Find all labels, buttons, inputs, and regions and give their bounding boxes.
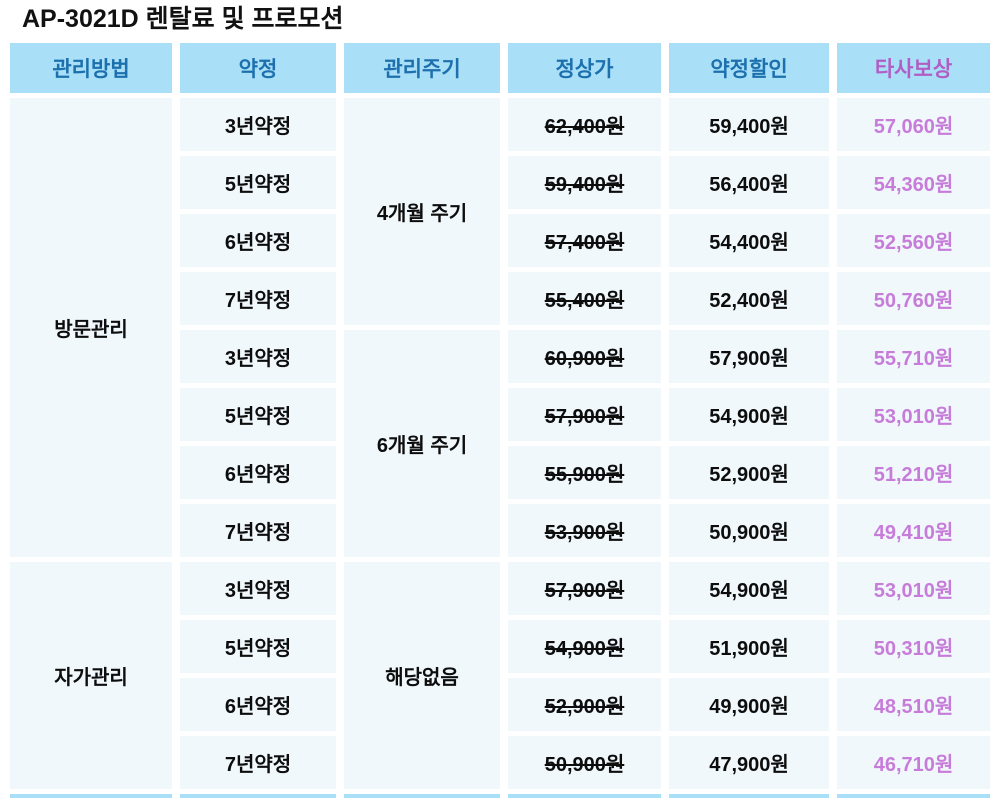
compensation-price-cell: 50,760원: [837, 272, 990, 325]
original-price-cell: 52,900원: [508, 678, 661, 731]
col-header-method: 관리방법: [10, 43, 172, 93]
discount-price-cell: 50,900원: [669, 504, 829, 557]
col-header-cycle: 관리주기: [344, 43, 500, 93]
term-cell: 3년약정: [180, 330, 336, 383]
discount-price-cell: 52,400원: [669, 272, 829, 325]
table-row: 5년약정 59,400원 56,400원 54,360원: [10, 156, 990, 209]
next-table-edge-segment: [837, 794, 990, 798]
table-row: 방문관리 3년약정 4개월 주기 62,400원 59,400원 57,060원: [10, 98, 990, 557]
original-price-cell: 59,400원: [508, 156, 661, 209]
table-row: 5년약정 57,900원 54,900원 53,010원: [10, 388, 990, 441]
compensation-price-cell: 48,510원: [837, 678, 990, 731]
discount-price-cell: 59,400원: [669, 98, 829, 151]
method-cell: 방문관리: [10, 98, 172, 557]
cycle-cell: 해당없음: [344, 562, 500, 789]
original-price-cell: 50,900원: [508, 736, 661, 789]
cycle-cell: 6개월 주기: [344, 330, 500, 557]
term-cell: 6년약정: [180, 446, 336, 499]
compensation-price-cell: 53,010원: [837, 562, 990, 615]
term-cell: 5년약정: [180, 388, 336, 441]
next-table-edge-segment: [10, 794, 172, 798]
col-header-term: 약정: [180, 43, 336, 93]
compensation-price-cell: 51,210원: [837, 446, 990, 499]
discount-price-cell: 57,900원: [669, 330, 829, 383]
discount-price-cell: 54,900원: [669, 562, 829, 615]
table-row: 5년약정 54,900원 51,900원 50,310원: [10, 620, 990, 673]
next-table-edge-segment: [508, 794, 661, 798]
table-row: 자가관리 3년약정 해당없음 57,900원 54,900원 53,010원: [10, 562, 990, 789]
table-row: 7년약정 55,400원 52,400원 50,760원: [10, 272, 990, 325]
original-price-cell: 60,900원: [508, 330, 661, 383]
table-row: 6년약정 57,400원 54,400원 52,560원: [10, 214, 990, 267]
next-table-edge-segment: [669, 794, 829, 798]
discount-price-cell: 49,900원: [669, 678, 829, 731]
original-price-cell: 57,400원: [508, 214, 661, 267]
original-price-cell: 57,900원: [508, 388, 661, 441]
discount-price-cell: 51,900원: [669, 620, 829, 673]
original-price-cell: 55,900원: [508, 446, 661, 499]
term-cell: 5년약정: [180, 620, 336, 673]
discount-price-cell: 54,400원: [669, 214, 829, 267]
next-table-top-edge: [2, 794, 998, 798]
term-cell: 5년약정: [180, 156, 336, 209]
term-cell: 7년약정: [180, 736, 336, 789]
term-cell: 3년약정: [180, 562, 336, 615]
compensation-price-cell: 52,560원: [837, 214, 990, 267]
term-cell: 7년약정: [180, 272, 336, 325]
table-row: 6년약정 52,900원 49,900원 48,510원: [10, 678, 990, 731]
term-cell: 3년약정: [180, 98, 336, 151]
table-row: 6년약정 55,900원 52,900원 51,210원: [10, 446, 990, 499]
col-header-compensation-price: 타사보상: [837, 43, 990, 93]
discount-price-cell: 47,900원: [669, 736, 829, 789]
term-cell: 7년약정: [180, 504, 336, 557]
header-row: 관리방법 약정 관리주기 정상가 약정할인 타사보상: [10, 43, 990, 93]
next-table-edge-segment: [180, 794, 336, 798]
original-price-cell: 54,900원: [508, 620, 661, 673]
discount-price-cell: 52,900원: [669, 446, 829, 499]
col-header-original-price: 정상가: [508, 43, 661, 93]
table-row: 7년약정 53,900원 50,900원 49,410원: [10, 504, 990, 557]
compensation-price-cell: 57,060원: [837, 98, 990, 151]
compensation-price-cell: 46,710원: [837, 736, 990, 789]
discount-price-cell: 54,900원: [669, 388, 829, 441]
discount-price-cell: 56,400원: [669, 156, 829, 209]
compensation-price-cell: 55,710원: [837, 330, 990, 383]
method-cell: 자가관리: [10, 562, 172, 789]
compensation-price-cell: 50,310원: [837, 620, 990, 673]
rental-pricing-table: 관리방법 약정 관리주기 정상가 약정할인 타사보상 방문관리 3년약정 4개월…: [2, 38, 998, 794]
original-price-cell: 55,400원: [508, 272, 661, 325]
compensation-price-cell: 54,360원: [837, 156, 990, 209]
term-cell: 6년약정: [180, 214, 336, 267]
compensation-price-cell: 49,410원: [837, 504, 990, 557]
compensation-price-cell: 53,010원: [837, 388, 990, 441]
original-price-cell: 62,400원: [508, 98, 661, 151]
original-price-cell: 57,900원: [508, 562, 661, 615]
page-title: AP-3021D 렌탈료 및 프로모션: [22, 5, 344, 33]
next-table-edge-segment: [344, 794, 500, 798]
table-row: 7년약정 50,900원 47,900원 46,710원: [10, 736, 990, 789]
cycle-cell: 4개월 주기: [344, 98, 500, 325]
term-cell: 6년약정: [180, 678, 336, 731]
table-row: 3년약정 6개월 주기 60,900원 57,900원 55,710원: [10, 330, 990, 557]
col-header-discount-price: 약정할인: [669, 43, 829, 93]
original-price-cell: 53,900원: [508, 504, 661, 557]
